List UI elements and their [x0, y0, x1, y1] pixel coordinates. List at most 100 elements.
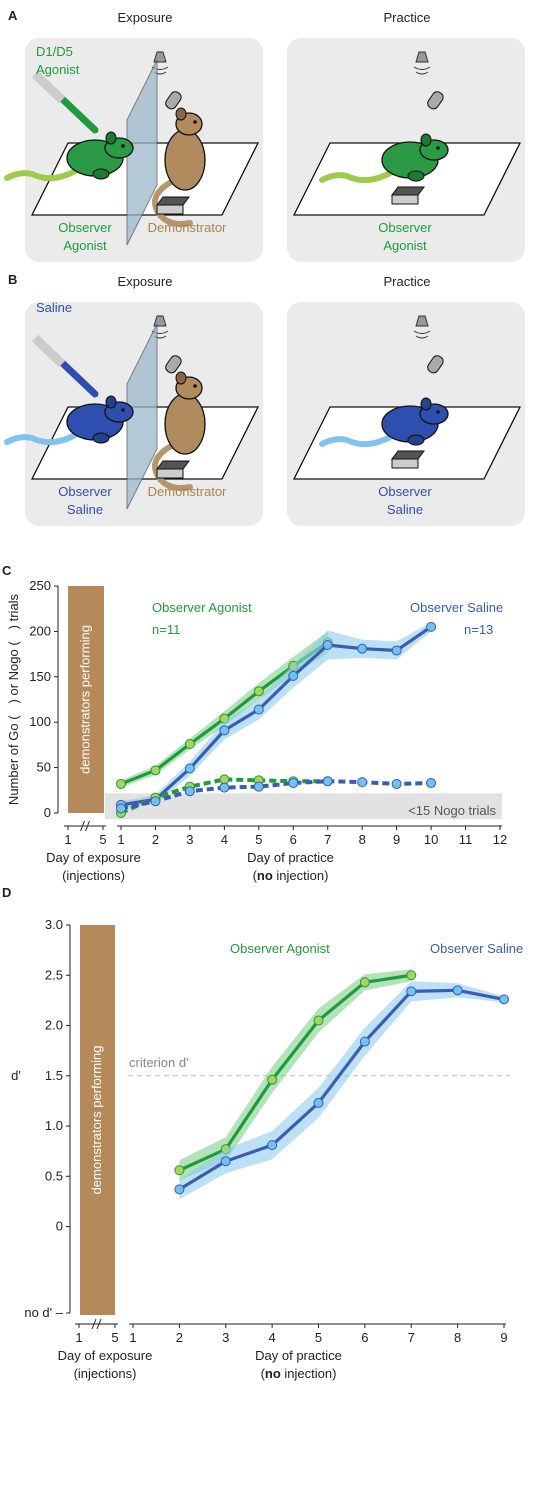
x-axis-label: Day of practice — [247, 850, 334, 865]
light — [165, 355, 182, 374]
animal-leg — [407, 170, 425, 182]
food-box-front — [391, 458, 419, 469]
drug-label: D1/D5 — [36, 44, 73, 59]
animal-eye — [121, 408, 125, 412]
y-label-part: ) or Nogo ( — [6, 641, 21, 704]
panel — [4, 302, 525, 526]
data-point — [184, 738, 195, 749]
y-label-part: ) trials — [6, 593, 21, 629]
light — [165, 91, 182, 110]
syringe-barrel — [31, 70, 66, 104]
observer-label: Agonist — [383, 238, 427, 253]
glass-pane — [126, 323, 158, 510]
light — [427, 355, 444, 374]
data-point — [253, 781, 264, 792]
x-tick-label: 4 — [269, 1330, 276, 1345]
sound — [413, 66, 431, 75]
data-point — [359, 977, 370, 988]
x-label-part: ( — [253, 868, 258, 883]
data-point — [288, 778, 299, 789]
animal-eye — [436, 410, 440, 414]
animal-ear — [420, 397, 432, 411]
speaker — [153, 315, 167, 327]
data-point — [426, 621, 437, 632]
exposure-tick-label: 1 — [75, 1330, 82, 1345]
drug-label: Agonist — [36, 62, 80, 77]
food-box-front — [391, 194, 419, 205]
observer-label: Saline — [67, 502, 103, 517]
exposure-axis-label: (injections) — [62, 868, 125, 883]
exposure-bar — [68, 586, 104, 813]
x-axis-label: (no injection) — [261, 1366, 337, 1381]
x-label-part: no — [257, 868, 273, 883]
data-point — [219, 725, 230, 736]
floor — [292, 406, 522, 480]
y-axis-label: d' — [11, 1068, 21, 1083]
y-tick-label: 0.5 — [45, 1168, 63, 1183]
data-point — [184, 763, 195, 774]
exposure-bar — [80, 925, 115, 1315]
syringe-barrel — [31, 334, 66, 368]
x-tick-label: 9 — [500, 1330, 507, 1345]
demo-ear — [175, 107, 187, 121]
x-axis-label: Day of practice — [255, 1348, 342, 1363]
data-point — [220, 1156, 231, 1167]
exposure-axis-label: (injections) — [74, 1366, 137, 1381]
y-axis-label: Number of Go () or Nogo () trials — [6, 593, 21, 805]
data-point — [499, 994, 509, 1005]
demo-tail — [152, 177, 193, 227]
data-point — [267, 1074, 278, 1085]
x-axis-label: (no injection) — [253, 868, 329, 883]
speaker — [415, 315, 429, 327]
panel-letter: D — [2, 885, 11, 900]
data-point — [267, 1140, 278, 1151]
animal-leg — [92, 168, 110, 180]
data-point — [116, 778, 126, 789]
series-label: Observer Agonist — [152, 600, 252, 615]
x-tick-label: 8 — [359, 832, 366, 847]
observer-label: Agonist — [63, 238, 107, 253]
x-tick-label: 11 — [459, 832, 473, 847]
light — [427, 91, 444, 110]
x-tick-label: 5 — [315, 1330, 322, 1345]
observer-label: Observer — [378, 484, 432, 499]
speaker — [415, 51, 429, 63]
error-band — [121, 622, 432, 809]
food-box — [156, 460, 190, 470]
data-point — [426, 778, 437, 789]
food-box — [391, 186, 425, 196]
food-box — [156, 196, 190, 206]
axis-break — [91, 1318, 102, 1330]
error-band — [179, 969, 412, 1181]
x-label-part: no — [265, 1366, 281, 1381]
axis-break — [80, 820, 90, 832]
animal-leg — [92, 432, 110, 444]
demo-eye — [193, 384, 197, 388]
y-tick-label: 0 — [56, 1219, 63, 1234]
animal-tail — [319, 169, 395, 184]
panel-title: Practice — [384, 10, 431, 25]
x-tick-label: 2 — [152, 832, 159, 847]
series-line — [120, 625, 432, 807]
series-line — [120, 779, 432, 811]
error-band — [179, 981, 504, 1200]
data-point — [288, 670, 299, 681]
exposure-tick-label: 5 — [111, 1330, 118, 1345]
panel-title: Practice — [384, 274, 431, 289]
demo-tail — [152, 441, 193, 491]
x-label-part: injection) — [273, 868, 329, 883]
panel-letter: C — [2, 563, 12, 578]
demonstrator-label: Demonstrator — [148, 220, 227, 235]
data-point — [253, 704, 264, 715]
x-tick-label: 1 — [117, 832, 124, 847]
animal-eye — [121, 144, 125, 148]
series-n-label: n=11 — [152, 622, 180, 637]
animal-tail — [4, 431, 80, 446]
food-box — [391, 450, 425, 460]
x-tick-label: 6 — [361, 1330, 368, 1345]
drug-label: Saline — [36, 300, 72, 315]
glass-pane — [126, 59, 158, 246]
data-point — [391, 645, 402, 656]
y-tick-label: 2.5 — [45, 967, 63, 982]
